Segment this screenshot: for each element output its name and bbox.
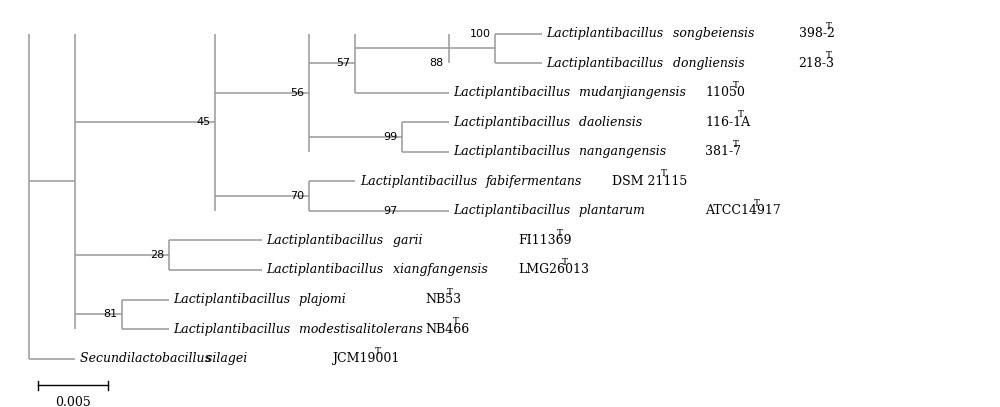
Text: garii: garii: [393, 234, 430, 247]
Text: Lactiplantibacillus: Lactiplantibacillus: [547, 27, 668, 40]
Text: 100: 100: [470, 28, 491, 39]
Text: nangangensis: nangangensis: [579, 145, 674, 158]
Text: FI11369: FI11369: [519, 234, 572, 247]
Text: T: T: [732, 81, 738, 90]
Text: T: T: [447, 288, 453, 297]
Text: Lactiplantibacillus: Lactiplantibacillus: [360, 175, 481, 188]
Text: 381-7: 381-7: [705, 145, 741, 158]
Text: T: T: [826, 51, 832, 60]
Text: Lactiplantibacillus: Lactiplantibacillus: [453, 86, 574, 99]
Text: Lactiplantibacillus: Lactiplantibacillus: [173, 293, 294, 306]
Text: Lactiplantibacillus: Lactiplantibacillus: [173, 323, 294, 335]
Text: JCM19001: JCM19001: [332, 352, 399, 365]
Text: songbeiensis: songbeiensis: [673, 27, 762, 40]
Text: 81: 81: [103, 309, 117, 319]
Text: dongliensis: dongliensis: [673, 57, 752, 70]
Text: NB53: NB53: [425, 293, 461, 306]
Text: fabifermentans: fabifermentans: [486, 175, 590, 188]
Text: 57: 57: [337, 58, 351, 68]
Text: NB466: NB466: [425, 323, 470, 335]
Text: T: T: [661, 169, 667, 178]
Text: Lactiplantibacillus: Lactiplantibacillus: [453, 145, 574, 158]
Text: 11050: 11050: [705, 86, 745, 99]
Text: 97: 97: [383, 206, 397, 216]
Text: 218-3: 218-3: [799, 57, 835, 70]
Text: LMG26013: LMG26013: [519, 263, 590, 276]
Text: daoliensis: daoliensis: [579, 116, 650, 129]
Text: mudanjiangensis: mudanjiangensis: [579, 86, 694, 99]
Text: 56: 56: [290, 88, 304, 98]
Text: 28: 28: [150, 250, 164, 260]
Text: plantarum: plantarum: [579, 204, 653, 217]
Text: Lactiplantibacillus: Lactiplantibacillus: [453, 116, 574, 129]
Text: 88: 88: [430, 58, 444, 68]
Text: 70: 70: [290, 191, 304, 201]
Text: DSM 21115: DSM 21115: [612, 175, 687, 188]
Text: T: T: [754, 199, 760, 208]
Text: Lactiplantibacillus: Lactiplantibacillus: [267, 234, 388, 247]
Text: xiangfangensis: xiangfangensis: [393, 263, 495, 276]
Text: 0.005: 0.005: [55, 396, 91, 407]
Text: 116-1A: 116-1A: [705, 116, 750, 129]
Text: 99: 99: [383, 132, 397, 142]
Text: T: T: [826, 22, 832, 31]
Text: T: T: [562, 258, 568, 267]
Text: 45: 45: [197, 117, 211, 127]
Text: T: T: [738, 110, 744, 119]
Text: ATCC14917: ATCC14917: [705, 204, 781, 217]
Text: T: T: [557, 229, 562, 238]
Text: 398-2: 398-2: [799, 27, 835, 40]
Text: Lactiplantibacillus: Lactiplantibacillus: [267, 263, 388, 276]
Text: modestisalitolerans: modestisalitolerans: [299, 323, 431, 335]
Text: T: T: [375, 347, 381, 356]
Text: Lactiplantibacillus: Lactiplantibacillus: [547, 57, 668, 70]
Text: T: T: [452, 317, 458, 326]
Text: Lactiplantibacillus: Lactiplantibacillus: [453, 204, 574, 217]
Text: Secundilactobacillus: Secundilactobacillus: [80, 352, 215, 365]
Text: T: T: [732, 140, 738, 149]
Text: silagei: silagei: [206, 352, 255, 365]
Text: plajomi: plajomi: [299, 293, 354, 306]
